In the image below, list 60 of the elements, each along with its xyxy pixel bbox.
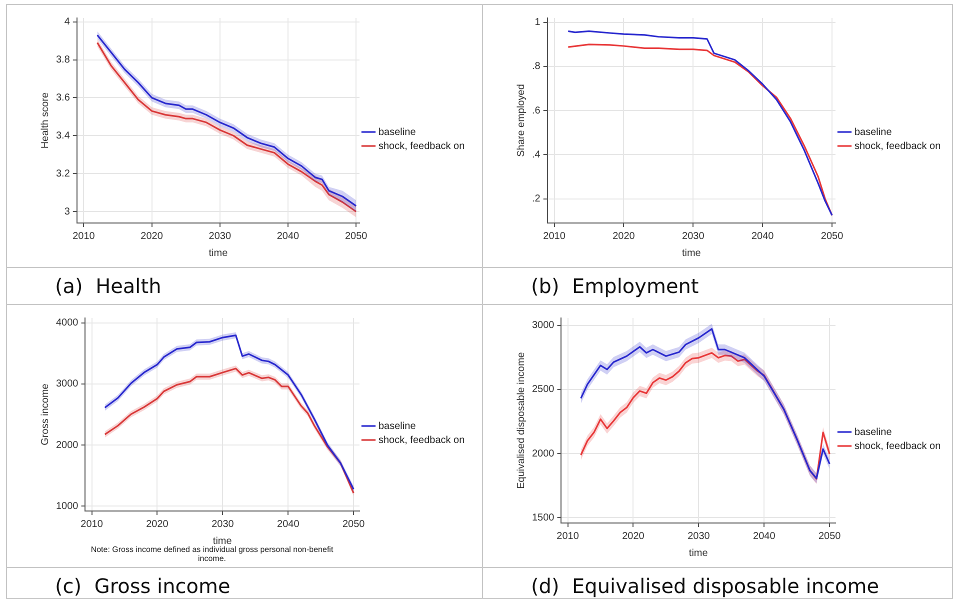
x-tick-label: 2030 xyxy=(682,230,705,242)
x-tick-label: 2050 xyxy=(344,230,368,242)
y-tick-label: 1 xyxy=(534,17,541,28)
x-tick-label: 2040 xyxy=(753,530,776,542)
y-tick-label: 3.8 xyxy=(56,54,70,66)
x-tick-label: 2040 xyxy=(277,518,300,530)
text: (a) Health xyxy=(7,267,482,298)
y-tick-label: .8 xyxy=(532,61,541,72)
x-tick-label: 2010 xyxy=(543,230,566,242)
x-tick-label: 2010 xyxy=(72,230,96,242)
y-axis-title: Share employed xyxy=(516,84,527,157)
y-tick-label: 3.6 xyxy=(56,92,70,104)
legend-label: shock, feedback on xyxy=(854,140,941,152)
x-tick-label: 2010 xyxy=(80,518,104,530)
legend-label: baseline xyxy=(378,126,416,138)
x-tick-label: 2030 xyxy=(208,230,232,242)
x-tick-label: 2050 xyxy=(818,530,842,542)
y-tick-label: .2 xyxy=(532,194,541,205)
y-tick-label: 3 xyxy=(64,206,70,218)
x-tick-label: 2020 xyxy=(622,530,645,542)
y-tick-label: .4 xyxy=(532,149,541,160)
y-tick-label: 4000 xyxy=(56,318,79,329)
text: Note: Gross income defined as individual gross personal non-benefit income. xyxy=(90,545,334,563)
y-tick-label: 4 xyxy=(64,16,70,28)
y-tick-label: 3000 xyxy=(56,378,79,390)
x-tick-label: 2020 xyxy=(612,230,636,242)
y-tick-label: 3.4 xyxy=(56,130,70,142)
legend-label: baseline xyxy=(854,426,892,438)
y-tick-label: 1500 xyxy=(532,512,555,524)
x-tick-label: 2020 xyxy=(146,518,169,530)
y-axis-title: Equivalised disposable income xyxy=(516,352,527,489)
y-tick-label: .6 xyxy=(532,105,541,116)
y-tick-label: 3.2 xyxy=(56,168,70,180)
y-axis-title: Gross income xyxy=(40,383,51,446)
x-axis-title: time xyxy=(682,248,702,259)
legend-label: shock, feedback on xyxy=(854,440,941,452)
y-tick-label: 2000 xyxy=(532,448,555,460)
y-tick-label: 3000 xyxy=(532,320,555,332)
legend-label: baseline xyxy=(854,126,892,138)
text: (d) Equivalised disposable income xyxy=(483,567,952,598)
text: (b) Employment xyxy=(483,267,952,298)
y-tick-label: 2500 xyxy=(532,384,555,396)
y-tick-label: 2000 xyxy=(56,440,79,451)
x-axis-title: time xyxy=(688,548,708,559)
y-tick-label: 1000 xyxy=(56,500,79,512)
x-axis-title: time xyxy=(208,248,228,259)
x-tick-label: 2050 xyxy=(342,518,366,530)
x-tick-label: 2030 xyxy=(212,518,234,530)
x-tick-label: 2040 xyxy=(276,230,300,242)
x-tick-label: 2020 xyxy=(140,230,164,242)
legend-label: shock, feedback on xyxy=(378,434,465,446)
x-axis-title: time xyxy=(212,536,232,547)
legend-label: shock, feedback on xyxy=(378,140,465,152)
text: (c) Gross income xyxy=(7,567,482,598)
x-tick-label: 2010 xyxy=(556,530,580,542)
x-tick-label: 2030 xyxy=(688,530,710,542)
x-tick-label: 2050 xyxy=(820,230,844,242)
y-axis-title: Health score xyxy=(40,92,51,149)
legend-label: baseline xyxy=(378,420,416,432)
x-tick-label: 2040 xyxy=(751,230,774,242)
